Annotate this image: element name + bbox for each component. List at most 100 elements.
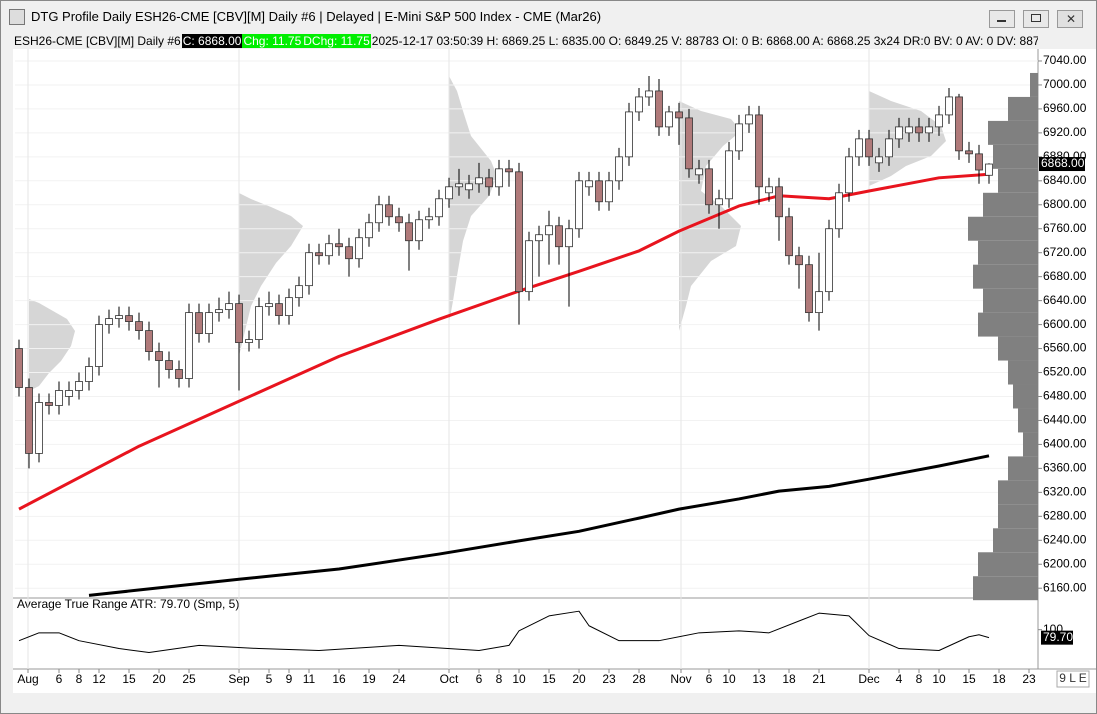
change-value: Chg: 11.75 — [242, 34, 303, 48]
session-profile — [869, 91, 946, 186]
y-tick-label: 6840.00 — [1043, 173, 1087, 187]
volume-profile-bar — [1018, 408, 1038, 433]
x-tick-label: 18 — [992, 672, 1006, 686]
candle-body — [615, 156, 623, 182]
minimize-button[interactable] — [989, 10, 1015, 28]
title-bar: DTG Profile Daily ESH26-CME [CBV][M] Dai… — [1, 1, 1096, 31]
candle-body — [475, 177, 483, 185]
y-tick-label: 6680.00 — [1043, 269, 1087, 283]
volume-profile-bar — [983, 192, 1038, 217]
volume-profile-bar — [983, 288, 1038, 313]
y-tick-label: 6800.00 — [1043, 197, 1087, 211]
status-box — [1056, 670, 1090, 688]
candle-body — [715, 198, 723, 206]
y-tick-label: 6480.00 — [1043, 389, 1087, 403]
candle-body — [585, 180, 593, 188]
x-tick-label: 23 — [1022, 672, 1036, 686]
x-tick-label: 12 — [92, 672, 106, 686]
y-tick-label: 7000.00 — [1043, 77, 1087, 91]
x-tick-label: 15 — [122, 672, 136, 686]
candle-body — [855, 138, 863, 158]
x-tick-label: 25 — [182, 672, 196, 686]
candle-body — [115, 315, 123, 320]
candle-body — [525, 240, 533, 293]
candle-body — [545, 225, 553, 236]
close-button[interactable]: ✕ — [1057, 10, 1083, 28]
x-tick-label: 23 — [602, 672, 616, 686]
candle-body — [205, 312, 213, 334]
x-tick-label: Oct — [440, 672, 459, 686]
candle-body — [885, 138, 893, 158]
symbol: ESH26-CME [CBV][M] Daily #6 — [14, 34, 181, 48]
volume-profile-bar — [1023, 432, 1038, 457]
maximize-button[interactable] — [1023, 10, 1049, 28]
y-tick-label: 6280.00 — [1043, 508, 1087, 522]
x-tick-label: 9 — [286, 672, 293, 686]
candle-body — [915, 126, 923, 134]
candle-body — [15, 348, 23, 388]
x-tick-label: 28 — [632, 672, 646, 686]
candle-body — [265, 303, 273, 308]
candle-body — [155, 351, 163, 361]
candle-body — [455, 183, 463, 188]
x-tick-label: Sep — [228, 672, 250, 686]
x-tick-label: 8 — [496, 672, 503, 686]
x-tick-label: 13 — [752, 672, 766, 686]
candle-body — [645, 90, 653, 98]
volume-profile-bar — [1008, 456, 1038, 481]
candle-body — [575, 180, 583, 230]
last-price-label: 6868.00 — [1041, 156, 1085, 170]
candle-body — [985, 163, 993, 176]
window-title: DTG Profile Daily ESH26-CME [CBV][M] Dai… — [31, 9, 602, 24]
candle-body — [495, 168, 503, 188]
candle-body — [935, 114, 943, 128]
volume-profile-bar — [978, 240, 1038, 265]
candle-body — [825, 228, 833, 293]
candle-body — [225, 303, 233, 311]
y-tick-label: 6560.00 — [1043, 341, 1087, 355]
candle-body — [755, 114, 763, 188]
x-tick-label: 21 — [812, 672, 826, 686]
volume-profile-bar — [973, 576, 1038, 601]
candle-body — [305, 252, 313, 287]
y-tick-label: 6360.00 — [1043, 461, 1087, 475]
volume-profile-bar — [978, 552, 1038, 577]
close-value: C: 6868.00 — [181, 34, 243, 48]
candle-body — [105, 318, 113, 325]
info-bar: ESH26-CME [CBV][M] Daily #6 C: 6868.00 Chg… — [13, 33, 1038, 49]
candle-body — [895, 126, 903, 140]
candle-body — [325, 243, 333, 257]
candle-body — [465, 183, 473, 191]
x-tick-label: 8 — [916, 672, 923, 686]
candle-body — [815, 291, 823, 314]
x-tick-label: 6 — [706, 672, 713, 686]
candle-body — [215, 309, 223, 314]
x-tick-label: 11 — [303, 672, 316, 686]
candle-body — [395, 216, 403, 224]
x-tick-label: 6 — [56, 672, 63, 686]
y-tick-label: 6640.00 — [1043, 293, 1087, 307]
candle-body — [125, 315, 133, 323]
candle-body — [515, 171, 523, 293]
y-tick-label: 6600.00 — [1043, 317, 1087, 331]
candle-body — [705, 168, 713, 206]
candle-body — [695, 168, 703, 176]
candle-body — [945, 96, 953, 116]
candle-body — [665, 111, 673, 128]
candle-body — [75, 381, 83, 391]
x-tick-label: 15 — [962, 672, 976, 686]
x-tick-label: 19 — [362, 672, 376, 686]
volume-profile-bar — [988, 120, 1038, 145]
candle-body — [145, 330, 153, 352]
volume-profile-bar — [993, 144, 1038, 169]
candle-body — [835, 192, 843, 230]
x-tick-label: 20 — [572, 672, 586, 686]
candle-body — [965, 150, 973, 155]
x-tick-label: 10 — [722, 672, 736, 686]
y-tick-label: 6200.00 — [1043, 556, 1087, 570]
candle-body — [805, 264, 813, 314]
candle-body — [385, 204, 393, 218]
line-series — [88, 454, 990, 597]
x-tick-label: Dec — [858, 672, 879, 686]
